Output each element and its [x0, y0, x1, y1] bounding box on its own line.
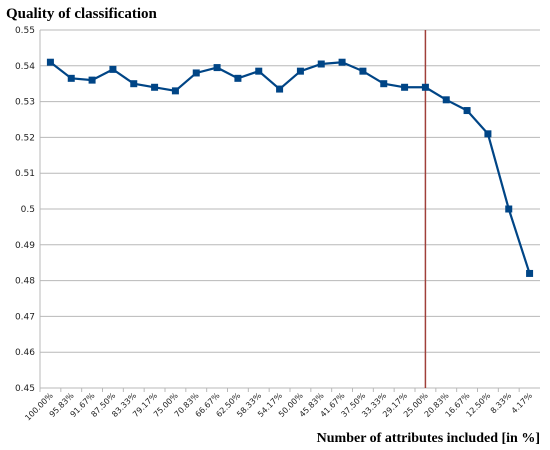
- data-point: [296, 67, 304, 75]
- y-tick-label: 0.53: [15, 98, 35, 108]
- x-tick-label: 100.00%: [23, 391, 55, 423]
- x-tick-label: 4.17%: [510, 391, 535, 416]
- y-tick-label: 0.49: [15, 241, 35, 251]
- y-tick-label: 0.45: [15, 384, 35, 394]
- data-point: [234, 74, 242, 82]
- data-point: [401, 83, 409, 91]
- data-point: [338, 58, 346, 66]
- y-tick-label: 0.5: [21, 205, 35, 215]
- series-line: [49, 61, 531, 274]
- data-point: [255, 67, 263, 75]
- data-point: [213, 64, 221, 72]
- y-tick-label: 0.46: [15, 348, 35, 358]
- y-tick-label: 0.47: [15, 312, 35, 322]
- data-point: [463, 107, 471, 115]
- data-point: [421, 83, 429, 91]
- data-point: [130, 80, 138, 88]
- y-tick-label: 0.48: [15, 277, 35, 287]
- y-tick-label: 0.52: [15, 133, 35, 143]
- x-tick-label: 8.33%: [489, 391, 514, 416]
- data-point: [192, 69, 200, 77]
- data-points: [46, 58, 534, 277]
- data-point: [484, 130, 492, 138]
- data-point: [67, 74, 75, 82]
- data-point: [109, 65, 117, 73]
- y-tick-labels: 0.45 0.46 0.47 0.48 0.49 0.5 0.51 0.52 0.53 0.54 0…: [15, 26, 35, 394]
- data-point: [151, 83, 159, 91]
- grid-lines: [39, 29, 540, 389]
- data-point: [505, 205, 513, 213]
- data-point: [359, 67, 367, 75]
- data-point: [526, 269, 534, 277]
- data-point: [88, 76, 96, 84]
- x-tick-labels: 100.00%95.83%91.67%87.50%83.33%79.17%75.…: [23, 388, 534, 423]
- y-tick-label: 0.55: [15, 26, 35, 36]
- data-point: [276, 85, 284, 93]
- y-axis-title: Quality of classification: [6, 6, 157, 22]
- y-tick-label: 0.51: [15, 169, 35, 179]
- data-point: [380, 80, 388, 88]
- data-point: [317, 60, 325, 68]
- y-tick-label: 0.54: [15, 62, 35, 72]
- data-point: [46, 58, 54, 66]
- data-point: [442, 96, 450, 104]
- data-point: [171, 87, 179, 95]
- x-axis-title: Number of attributes included [in %]: [317, 431, 540, 446]
